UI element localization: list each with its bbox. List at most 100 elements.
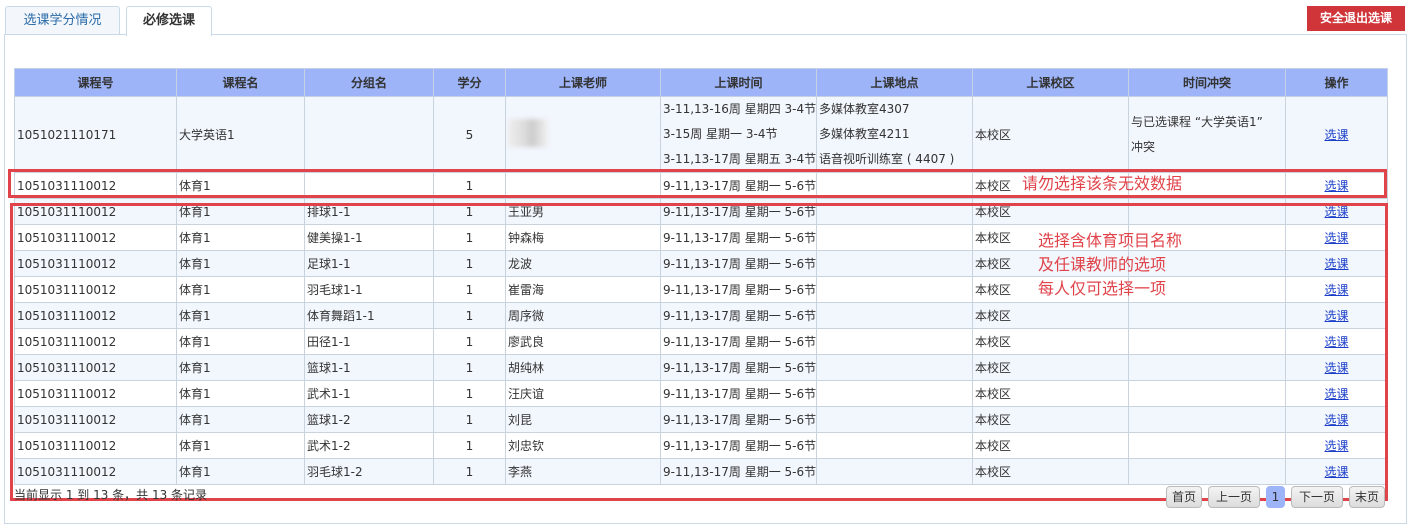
place: [816, 172, 973, 199]
time-line: 3-11,13-17周 星期五 3-4节: [663, 152, 817, 166]
table-row: 1051031110012 体育1 足球1-1 1 龙波 9-11,13-17周 星期一 …: [14, 250, 1388, 277]
name: 体育1: [176, 276, 305, 303]
place: [816, 354, 973, 381]
table-header: 课程号 课程名 分组名 学分 上课老师 上课时间 上课地点 上课校区 时间冲突 操作: [14, 68, 1388, 97]
code: 1051031110012: [14, 458, 177, 485]
code: 1051031110012: [14, 250, 177, 277]
column-header: 课程名: [176, 68, 305, 97]
exit-selection-button[interactable]: 安全退出选课: [1307, 6, 1405, 31]
campus: 本校区: [972, 380, 1129, 407]
table-row: 1051031110012 体育1 排球1-1 1 王亚男 9-11,13-17周 星期一…: [14, 198, 1388, 225]
time-conflict: [1128, 172, 1286, 199]
group: 排球1-1: [304, 198, 434, 225]
teacher: 汪庆谊: [505, 380, 661, 407]
place-line: 多媒体教室4211: [819, 127, 910, 141]
campus: 本校区: [972, 198, 1129, 225]
time-conflict: [1128, 354, 1286, 381]
campus: 本校区: [972, 354, 1129, 381]
action-cell: 选课: [1285, 302, 1388, 329]
action-cell: 选课: [1285, 250, 1388, 277]
teacher: 王亚男: [505, 198, 661, 225]
select-course-link[interactable]: 选课: [1324, 439, 1349, 453]
code: 1051031110012: [14, 380, 177, 407]
name: 体育1: [176, 458, 305, 485]
time-conflict: [1128, 406, 1286, 433]
group: 篮球1-2: [304, 406, 434, 433]
time: 9-11,13-17周 星期一 5-6节: [660, 432, 817, 459]
invalid-row-note: 请勿选择该条无效数据: [1022, 174, 1183, 193]
blurred-teacher-name: [508, 119, 548, 147]
teacher: 钟森梅: [505, 224, 661, 251]
campus: 本校区: [972, 328, 1129, 355]
name: 体育1: [176, 354, 305, 381]
teacher: [505, 96, 661, 173]
credit: 1: [433, 276, 506, 303]
time: 9-11,13-17周 星期一 5-6节: [660, 172, 817, 199]
select-course-link[interactable]: 选课: [1324, 387, 1349, 401]
page-1-button[interactable]: 1: [1266, 486, 1285, 508]
select-course-link[interactable]: 选课: [1324, 309, 1349, 323]
place: [816, 276, 973, 303]
credit: 1: [433, 302, 506, 329]
credit: 1: [433, 224, 506, 251]
teacher: 刘忠钦: [505, 432, 661, 459]
tab-credit-status[interactable]: 选课学分情况: [5, 6, 120, 35]
select-course-link[interactable]: 选课: [1324, 335, 1349, 349]
select-course-link[interactable]: 选课: [1324, 465, 1349, 479]
campus: 本校区: [972, 96, 1129, 173]
column-header: 上课校区: [972, 68, 1129, 97]
name: 体育1: [176, 302, 305, 329]
place: [816, 328, 973, 355]
column-header: 时间冲突: [1128, 68, 1286, 97]
campus: 本校区: [972, 276, 1129, 303]
time-conflict: [1128, 328, 1286, 355]
code: 1051031110012: [14, 172, 177, 199]
table-row: 1051031110012 体育1 羽毛球1-2 1 李燕 9-11,13-17周 星期一…: [14, 458, 1388, 485]
time: 9-11,13-17周 星期一 5-6节: [660, 354, 817, 381]
table-row: 1051031110012 体育1 羽毛球1-1 1 崔雷海 9-11,13-17周 星期…: [14, 276, 1388, 303]
class-place: 多媒体教室4307 多媒体教室4211 语音视听训练室 ( 4407 ): [816, 96, 973, 173]
select-course-link[interactable]: 选课: [1324, 231, 1349, 245]
select-course-link[interactable]: 选课: [1324, 413, 1349, 427]
teacher: 胡纯林: [505, 354, 661, 381]
credit: 1: [433, 432, 506, 459]
place-line: 多媒体教室4307: [819, 102, 910, 116]
credit: 1: [433, 406, 506, 433]
group: 武术1-1: [304, 380, 434, 407]
prev-page-button[interactable]: 上一页: [1208, 486, 1260, 508]
tab-required-selection[interactable]: 必修选课: [126, 6, 212, 36]
table-row: 1051031110012 体育1 篮球1-1 1 胡纯林 9-11,13-17周 星期一…: [14, 354, 1388, 381]
code: 1051031110012: [14, 354, 177, 381]
select-course-link[interactable]: 选课: [1324, 179, 1349, 193]
code: 1051031110012: [14, 432, 177, 459]
name: 体育1: [176, 250, 305, 277]
time-conflict: [1128, 432, 1286, 459]
time-conflict: [1128, 198, 1286, 225]
selection-hint: 选择含体育项目名称 及任课教师的选项 每人仅可选择一项: [1038, 229, 1182, 301]
select-course-link[interactable]: 选课: [1324, 205, 1349, 219]
last-page-button[interactable]: 末页: [1349, 486, 1385, 508]
place: [816, 380, 973, 407]
credit: 1: [433, 380, 506, 407]
select-course-link[interactable]: 选课: [1324, 283, 1349, 297]
select-course-link[interactable]: 选课: [1324, 257, 1349, 271]
code: 1051031110012: [14, 224, 177, 251]
campus: 本校区: [972, 432, 1129, 459]
select-course-link[interactable]: 选课: [1324, 361, 1349, 375]
credit: 1: [433, 328, 506, 355]
group: 田径1-1: [304, 328, 434, 355]
place-line: 语音视听训练室 ( 4407 ): [819, 152, 955, 166]
credit: 5: [433, 96, 506, 173]
table-row: 1051031110012 体育1 篮球1-2 1 刘昆 9-11,13-17周 星期一 …: [14, 406, 1388, 433]
column-header: 操作: [1285, 68, 1388, 97]
group: 武术1-2: [304, 432, 434, 459]
first-page-button[interactable]: 首页: [1166, 486, 1202, 508]
place: [816, 250, 973, 277]
action-cell: 选课: [1285, 406, 1388, 433]
time-conflict: 与已选课程 “大学英语1” 冲突: [1128, 96, 1286, 173]
action-cell: 选课: [1285, 354, 1388, 381]
select-course-link[interactable]: 选课: [1324, 128, 1349, 142]
place: [816, 224, 973, 251]
next-page-button[interactable]: 下一页: [1291, 486, 1343, 508]
teacher: 崔雷海: [505, 276, 661, 303]
